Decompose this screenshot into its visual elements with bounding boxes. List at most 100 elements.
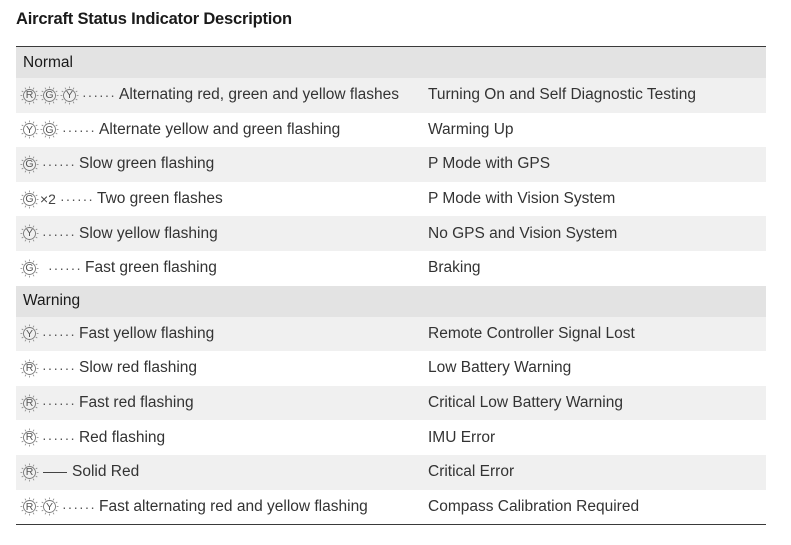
led-y-flash-icon: Y	[20, 324, 39, 343]
dotted-leader-icon: ······	[42, 429, 76, 446]
table-row: Y G ······ Alternate yellow and green flash…	[16, 113, 766, 148]
dotted-leader-icon: ······	[59, 191, 94, 208]
status-meaning: No GPS and Vision System	[428, 224, 618, 242]
table-row: R ······ Slow red flashing Low Battery Warn…	[16, 351, 766, 386]
status-meaning: P Mode with Vision System	[428, 190, 616, 208]
status-meaning: Warming Up	[428, 120, 514, 138]
led-r-flash-icon: R	[20, 359, 39, 378]
table-row: R Y ······ Fast alternating red and yellow …	[16, 490, 766, 525]
dotted-leader-icon: ······	[42, 395, 76, 412]
led-r-flash-icon: R	[20, 497, 39, 516]
page-title: Aircraft Status Indicator Description	[16, 10, 292, 28]
led-icons: G	[20, 155, 40, 174]
status-meaning: Low Battery Warning	[428, 359, 572, 377]
led-letter: R	[25, 89, 34, 102]
table-row: Y ······ Fast yellow flashing Remote Contro…	[16, 316, 766, 352]
solid-line-icon	[43, 471, 67, 473]
indicator-cell: Y G ······ Alternate yellow and green flash…	[16, 120, 423, 139]
indicator-description: Fast green flashing	[84, 259, 217, 277]
table-body: Normal R G Y ······ Alternating red, green an…	[16, 47, 766, 524]
indicator-description: Slow red flashing	[78, 359, 198, 377]
led-letter: R	[25, 362, 34, 375]
indicator-description: Fast alternating red and yellow flashing	[98, 497, 368, 515]
dotted-leader-icon: ······	[42, 225, 76, 242]
dotted-leader-icon: ······	[48, 260, 82, 277]
led-letter: R	[25, 465, 34, 478]
dotted-leader-icon: ······	[62, 121, 96, 138]
indicator-description: Solid Red	[72, 463, 140, 481]
led-g-flash-icon: G	[20, 190, 39, 209]
dotted-leader-icon: ······	[42, 325, 76, 342]
led-r-flash-icon: R	[20, 428, 39, 447]
led-g-flash-icon: G	[40, 120, 59, 139]
led-icons: R	[20, 394, 40, 413]
table-row: Y ······ Slow yellow flashing No GPS and Vi…	[16, 216, 766, 251]
led-y-flash-icon: Y	[20, 224, 39, 243]
table-row: R G Y ······ Alternating red, green and yell…	[16, 78, 766, 113]
led-g-flash-icon: G	[20, 259, 39, 278]
led-letter: R	[25, 396, 34, 409]
status-meaning: Turning On and Self Diagnostic Testing	[428, 86, 696, 104]
indicator-description: Red flashing	[78, 428, 166, 446]
table-row: G ×2 ······ Two green flashes P Mode with Vi…	[16, 182, 766, 217]
led-letter: Y	[65, 89, 73, 102]
dotted-leader-icon: ······	[62, 498, 96, 515]
led-letter: R	[25, 500, 34, 513]
indicator-description: Slow yellow flashing	[78, 224, 218, 242]
status-meaning: Remote Controller Signal Lost	[428, 324, 635, 342]
led-y-flash-icon: Y	[60, 86, 79, 105]
indicator-cell: Y ······ Slow yellow flashing	[16, 224, 423, 243]
status-meaning: Critical Low Battery Warning	[428, 394, 623, 412]
flash-count: ×2	[40, 191, 56, 208]
status-meaning: Braking	[428, 259, 481, 277]
indicator-description: Slow green flashing	[78, 155, 215, 173]
indicator-cell: G ×2 ······ Two green flashes	[16, 190, 423, 209]
status-meaning: Critical Error	[428, 463, 515, 481]
indicator-description: Alternate yellow and green flashing	[98, 120, 341, 138]
led-icons: Y	[20, 324, 40, 343]
status-meaning: IMU Error	[428, 428, 496, 446]
led-icons: R	[20, 463, 40, 482]
table-row: R Solid Red Critical Error	[16, 454, 766, 490]
top-rule	[16, 46, 766, 47]
led-letter: G	[45, 89, 54, 102]
led-letter: Y	[45, 500, 53, 513]
status-indicator-table: Normal R G Y ······ Alternating red, green an…	[16, 46, 766, 526]
section-header-warning: Warning	[16, 285, 766, 317]
table-row: G ······ Fast green flashing Braking	[16, 251, 766, 286]
led-letter: Y	[25, 327, 33, 340]
led-y-flash-icon: Y	[20, 120, 39, 139]
status-meaning: P Mode with GPS	[428, 155, 551, 173]
led-icons: R	[20, 359, 40, 378]
dotted-leader-icon: ······	[82, 87, 116, 104]
led-icons: R	[20, 428, 40, 447]
indicator-description: Two green flashes	[96, 190, 223, 208]
led-icons: G	[20, 190, 40, 209]
table-row: G ······ Slow green flashing P Mode with GP…	[16, 147, 766, 182]
indicator-description: Alternating red, green and yellow flashe…	[118, 86, 400, 104]
indicator-cell: Y ······ Fast yellow flashing	[16, 324, 423, 343]
indicator-cell: R ······ Fast red flashing	[16, 394, 423, 413]
indicator-cell: G ······ Fast green flashing	[16, 259, 423, 278]
led-letter: G	[25, 262, 34, 275]
indicator-cell: G ······ Slow green flashing	[16, 155, 423, 174]
led-g-flash-icon: G	[20, 155, 39, 174]
led-letter: G	[45, 123, 54, 136]
led-icons: G	[20, 259, 40, 278]
led-icons: Y	[20, 224, 40, 243]
indicator-cell: R G Y ······ Alternating red, green and yell…	[16, 86, 423, 105]
led-y-flash-icon: Y	[40, 497, 59, 516]
led-letter: Y	[25, 123, 33, 136]
led-letter: G	[25, 192, 34, 205]
table-row: R ······ Red flashing IMU Error	[16, 420, 766, 455]
dotted-leader-icon: ······	[42, 360, 76, 377]
section-header-normal: Normal	[16, 47, 766, 78]
led-letter: G	[25, 158, 34, 171]
table-row: R ······ Fast red flashing Critical Low Bat…	[16, 385, 766, 421]
led-letter: Y	[25, 227, 33, 240]
indicator-description: Fast yellow flashing	[78, 324, 215, 342]
indicator-cell: R ······ Slow red flashing	[16, 359, 423, 378]
indicator-cell: R ······ Red flashing	[16, 428, 423, 447]
